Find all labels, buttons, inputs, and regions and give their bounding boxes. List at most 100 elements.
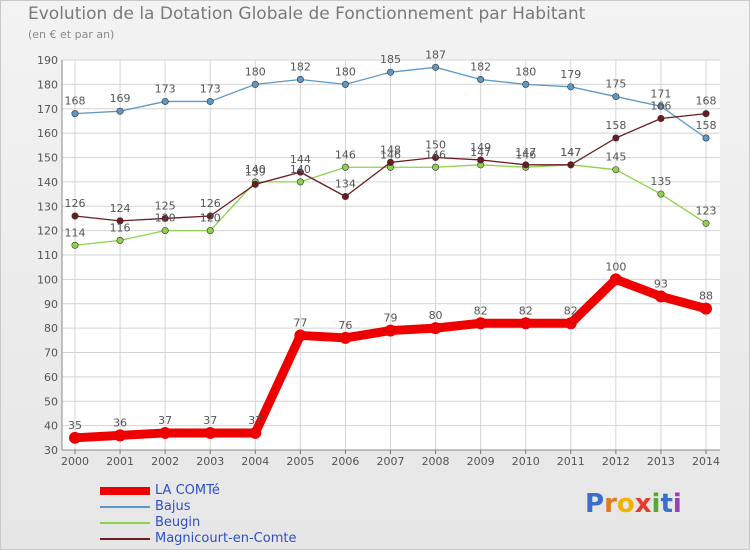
data-label-0: 88 bbox=[699, 290, 713, 303]
data-label-0: 37 bbox=[158, 414, 172, 427]
logo-letter: o bbox=[616, 489, 635, 519]
x-tick-label: 2012 bbox=[602, 455, 630, 468]
series-point-3 bbox=[657, 115, 665, 123]
data-label-3: 125 bbox=[155, 199, 176, 212]
y-tick-label: 140 bbox=[37, 176, 58, 189]
logo-letter: i bbox=[672, 489, 682, 519]
series-point-2 bbox=[702, 219, 710, 227]
series-point-2 bbox=[116, 236, 124, 244]
series-point-1 bbox=[612, 93, 620, 101]
legend-swatch bbox=[100, 538, 150, 540]
y-tick-label: 160 bbox=[37, 127, 58, 140]
x-tick-label: 2013 bbox=[647, 455, 675, 468]
x-tick-label: 2006 bbox=[331, 455, 359, 468]
data-label-1: 175 bbox=[605, 78, 626, 91]
series-point-0 bbox=[384, 324, 397, 337]
y-tick-label: 60 bbox=[44, 371, 58, 384]
data-label-0: 36 bbox=[113, 416, 127, 429]
series-point-0 bbox=[654, 290, 667, 303]
y-tick-label: 130 bbox=[37, 200, 58, 213]
series-point-3 bbox=[206, 212, 214, 220]
series-point-1 bbox=[161, 97, 169, 105]
x-tick-label: 2004 bbox=[241, 455, 269, 468]
data-label-2: 146 bbox=[515, 148, 536, 161]
series-point-1 bbox=[116, 107, 124, 115]
series-point-1 bbox=[251, 80, 259, 88]
series-point-0 bbox=[249, 426, 262, 439]
x-tick-label: 2007 bbox=[377, 455, 405, 468]
legend-label: LA COMTé bbox=[155, 483, 220, 498]
series-point-0 bbox=[700, 302, 712, 315]
data-label-2: 140 bbox=[245, 163, 266, 176]
logo-letter: i bbox=[651, 489, 661, 519]
legend-label: Beugin bbox=[155, 515, 201, 530]
data-label-0: 82 bbox=[564, 304, 578, 317]
series-point-0 bbox=[159, 426, 172, 439]
series-point-3 bbox=[161, 214, 169, 222]
data-label-3: 144 bbox=[290, 153, 311, 166]
series-point-1 bbox=[296, 76, 304, 84]
data-label-0: 82 bbox=[474, 304, 488, 317]
series-point-1 bbox=[71, 110, 79, 118]
series-point-1 bbox=[477, 76, 485, 84]
y-tick-label: 170 bbox=[37, 103, 58, 116]
data-label-2: 135 bbox=[650, 175, 671, 188]
series-point-0 bbox=[429, 322, 442, 335]
data-label-1: 173 bbox=[200, 82, 221, 95]
series-point-0 bbox=[519, 317, 532, 330]
data-label-0: 37 bbox=[248, 414, 262, 427]
data-label-2: 116 bbox=[110, 221, 131, 234]
data-label-0: 93 bbox=[654, 277, 668, 290]
x-tick-label: 2000 bbox=[61, 455, 89, 468]
chart-title: Evolution de la Dotation Globale de Fonc… bbox=[28, 4, 586, 24]
data-label-2: 146 bbox=[335, 148, 356, 161]
series-point-2 bbox=[296, 178, 304, 186]
legend-swatch bbox=[100, 487, 150, 495]
series-point-3 bbox=[522, 161, 530, 169]
data-label-1: 182 bbox=[290, 61, 311, 74]
data-label-0: 80 bbox=[429, 309, 443, 322]
data-label-1: 180 bbox=[335, 65, 356, 78]
series-point-0 bbox=[339, 331, 352, 344]
y-tick-label: 80 bbox=[44, 322, 58, 335]
data-label-2: 140 bbox=[290, 163, 311, 176]
series-point-1 bbox=[386, 68, 394, 76]
data-label-2: 114 bbox=[65, 226, 86, 239]
data-label-3: 147 bbox=[515, 146, 536, 159]
series-point-3 bbox=[296, 168, 304, 176]
data-label-3: 126 bbox=[200, 197, 221, 210]
series-point-1 bbox=[206, 97, 214, 105]
x-tick-label: 2001 bbox=[106, 455, 134, 468]
series-point-0 bbox=[474, 317, 487, 330]
x-tick-label: 2010 bbox=[512, 455, 540, 468]
x-tick-label: 2003 bbox=[196, 455, 224, 468]
proxiti-logo: Proxiti bbox=[585, 489, 682, 519]
series-point-2 bbox=[206, 227, 214, 235]
data-label-1: 169 bbox=[110, 92, 131, 105]
y-tick-label: 150 bbox=[37, 152, 58, 165]
legend-swatch bbox=[100, 506, 150, 508]
data-label-3: 139 bbox=[245, 165, 266, 178]
data-label-1: 171 bbox=[650, 87, 671, 100]
series-point-0 bbox=[609, 273, 622, 286]
y-tick-label: 190 bbox=[37, 54, 58, 67]
series-point-2 bbox=[161, 227, 169, 235]
y-tick-label: 120 bbox=[37, 225, 58, 238]
series-point-0 bbox=[114, 429, 127, 442]
data-label-2: 146 bbox=[380, 148, 401, 161]
y-tick-label: 40 bbox=[44, 420, 58, 433]
series-point-3 bbox=[71, 212, 79, 220]
series-point-3 bbox=[251, 180, 259, 188]
series-point-1 bbox=[657, 102, 665, 110]
data-label-2: 146 bbox=[425, 148, 446, 161]
logo-letter: x bbox=[634, 489, 652, 519]
y-tick-label: 180 bbox=[37, 78, 58, 91]
data-label-3: 150 bbox=[425, 139, 446, 152]
legend-label: Bajus bbox=[155, 499, 191, 514]
series-point-1 bbox=[522, 80, 530, 88]
data-label-3: 126 bbox=[65, 197, 86, 210]
data-label-0: 82 bbox=[519, 304, 533, 317]
data-label-2: 120 bbox=[155, 212, 176, 225]
series-point-2 bbox=[341, 163, 349, 171]
